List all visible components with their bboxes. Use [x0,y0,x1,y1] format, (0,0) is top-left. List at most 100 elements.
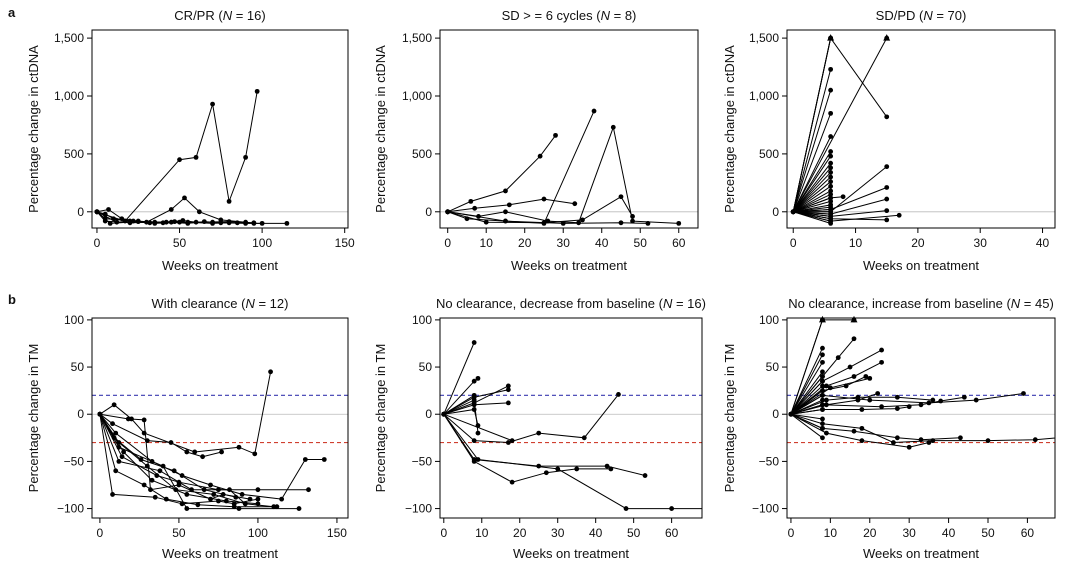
chart-title: With clearance (N = 12) [152,296,289,311]
data-point [472,205,478,211]
data-point [820,416,825,422]
data-point [536,430,542,436]
data-point [152,494,158,500]
data-point [505,383,511,389]
data-point [851,336,857,342]
y-tick-label: 1,000 [54,89,84,103]
axes-frame [91,317,349,519]
data-point [820,407,825,412]
panel-label-b: b [8,292,16,307]
data-point [102,211,108,217]
x-tick-label: 100 [248,526,268,540]
series-line [443,413,611,483]
data-point [279,496,285,502]
chart-title-part: N [223,8,233,23]
data-point [113,430,119,436]
data-point [930,438,936,444]
data-point [630,214,635,219]
data-point [274,504,280,510]
panel-a2-sd-6-cycles: SD > = 6 cycles (N = 8) 0 10 20 30 40 50 60 0 500… [373,8,699,273]
data-point [242,501,248,507]
data-point [200,454,206,460]
x-tick-label: 0 [444,236,451,250]
data-point [828,188,834,194]
panel-b1-with-clearance: With clearance (N = 12) 0 50 100 150 −100 −50 0… [26,296,349,561]
data-point [985,438,991,444]
series-line [793,193,831,213]
data-point [581,435,587,441]
y-tick-label: 1,500 [749,31,779,45]
data-point [182,195,187,201]
data-point [884,208,890,214]
x-tick-label: 50 [173,236,187,250]
data-point [111,216,116,222]
y-tick-label: 0 [77,205,84,219]
data-point [471,378,477,384]
data-point [828,165,834,171]
series-line [790,413,1055,444]
y-tick-label: 0 [425,407,432,421]
data-point [580,217,585,223]
x-tick-label: 30 [974,236,988,250]
data-point [820,378,825,384]
data-point [824,383,829,389]
series-line [792,185,831,213]
data-point [243,220,249,226]
y-tick-label: 0 [772,205,779,219]
y-tick-label: 0 [772,407,779,421]
x-tick-label: 10 [475,526,489,540]
series-line [447,125,679,224]
series-line [790,396,965,415]
x-tick-label: 0 [440,526,447,540]
x-tick-label: 150 [327,526,347,540]
chart-title-part: N [1011,296,1021,311]
series-line [790,347,823,415]
data-point [130,218,136,224]
data-point [707,506,712,511]
data-point [195,502,201,508]
data-point [553,132,558,138]
x-axis-label: Weeks on treatment [162,546,278,561]
data-point [820,374,825,379]
data-point [176,479,182,485]
series-line [793,200,831,213]
data-point [471,438,477,444]
data-point [503,209,508,215]
data-point [236,444,242,450]
data-point [110,421,115,427]
data-point [441,411,447,417]
data-point [445,209,451,215]
data-point [252,451,258,457]
data-point [906,444,912,450]
chart-title: CR/PR (N = 16) [174,8,265,23]
chart-title-part: = 45) [1020,296,1054,311]
series-line [443,413,702,510]
y-tick-label: −50 [412,454,433,468]
data-point [119,454,125,460]
chart-title-part: = 70) [933,8,967,23]
series-line [790,354,823,415]
series-line [792,90,832,212]
data-point [610,124,616,130]
data-point [471,458,477,464]
data-point [828,207,834,212]
data-point [177,219,182,225]
series-line [790,361,882,415]
data-point [906,404,912,410]
data-point [475,457,481,462]
data-point [828,110,834,116]
data-point [509,479,515,485]
x-tick-label: 100 [252,236,272,250]
data-point [184,506,190,511]
x-tick-label: 10 [480,236,494,250]
data-point [669,506,675,511]
x-tick-label: 0 [97,526,104,540]
data-point [863,374,869,379]
data-point [110,492,115,497]
data-point [116,458,122,464]
y-tick-label: −50 [759,454,780,468]
data-point [107,220,113,226]
chart-title-part: SD/PD ( [876,8,924,23]
chart-title-part: = 12) [255,296,289,311]
truncated-point-marker [883,34,891,41]
